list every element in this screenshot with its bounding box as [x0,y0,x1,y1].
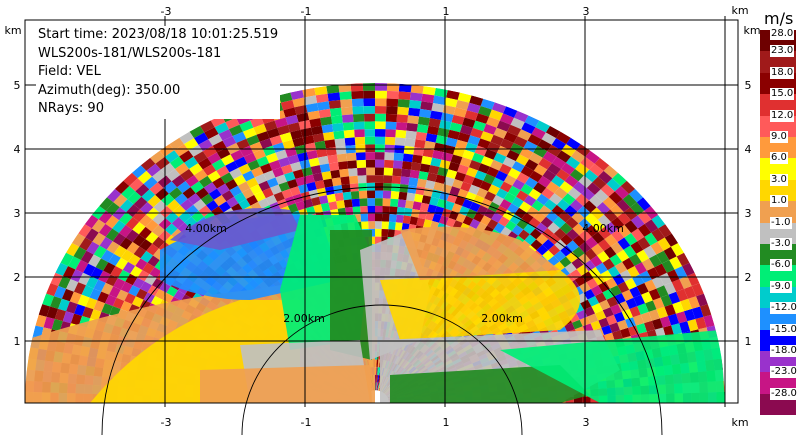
x-tick-bottom: -1 [301,416,312,429]
colorbar-label: -23.0 [770,366,798,379]
colorbar-label: -28.0 [770,387,798,400]
x-tick-bottom: -3 [161,416,172,429]
colorbar-label: 3.0 [770,173,788,186]
colorbar-unit: m/s [764,9,794,28]
km-label-top: km [731,4,748,17]
field-text: Field: VEL [38,64,101,79]
colorbar-label: 18.0 [770,66,795,79]
plot-frame [24,19,739,404]
y-tick-right: 4 [745,143,752,156]
colorbar-label: 23.0 [770,45,795,58]
range-ring-label: 2.00km [283,312,325,325]
velocity-core-field [25,208,725,403]
y-tick-left: 2 [14,271,21,284]
azimuth-text: Azimuth(deg): 350.00 [38,82,181,98]
instrument-text: WLS200s-181/WLS200s-181 [38,45,222,61]
colorbar-label: 1.0 [770,195,788,208]
x-tick-bottom: 1 [443,416,450,429]
x-tick-top: 1 [443,5,450,18]
x-tick-top: 3 [583,5,590,18]
km-label-right: km [743,24,760,37]
y-tick-right: 5 [745,79,752,92]
y-tick-left: 3 [14,207,21,220]
km-label-left: km [4,24,21,37]
colorbar-label: -3.0 [770,238,792,250]
y-tick-left: 1 [14,335,21,348]
plot-grid [25,20,738,403]
colorbar-label: -1.0 [770,216,792,229]
x-tick-top: -3 [161,5,172,18]
y-tick-left: 4 [14,143,21,156]
tick-marks [164,16,726,407]
y-tick-right: 1 [745,335,752,348]
colorbar-label: -12.0 [770,302,798,315]
range-ring-label: 4.00km [582,222,624,235]
colorbar-label: -9.0 [770,280,792,293]
scan-info-box: Start time: 2023/08/18 10:01:25.519 WLS20… [36,26,281,119]
range-rings [101,186,663,435]
y-tick-left: 5 [14,79,21,92]
km-label-bottom: km [731,416,748,429]
nrays-text: NRays: 90 [38,101,104,116]
x-tick-top: -1 [301,5,312,18]
x-tick-bottom: 3 [583,416,590,429]
colorbar-label: 6.0 [770,152,788,165]
colorbar-label: -15.0 [770,323,798,336]
colorbar-label: -18.0 [770,345,798,357]
colorbar-label: 15.0 [770,88,795,101]
colorbar-label: 9.0 [770,131,788,143]
range-ring-label: 4.00km [185,222,227,235]
range-ring-label: 2.00km [481,312,523,325]
colorbar-label: 28.0 [770,28,795,40]
y-tick-right: 2 [745,271,752,284]
start-time-text: Start time: 2023/08/18 10:01:25.519 [38,27,279,42]
colorbar-label: 12.0 [770,109,795,122]
y-tick-right: 3 [745,207,752,220]
colorbar-label: -6.0 [770,259,792,272]
